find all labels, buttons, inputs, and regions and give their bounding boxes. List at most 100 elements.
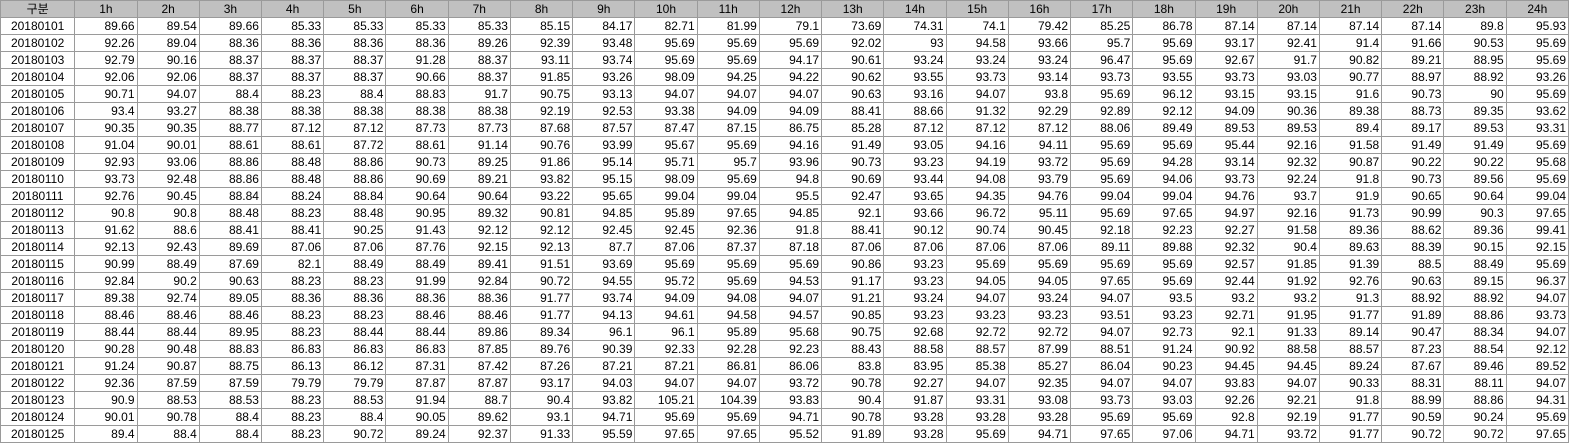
value-cell[interactable]: 88.37	[198, 51, 262, 69]
date-cell[interactable]: 20180120	[0, 340, 76, 358]
value-cell[interactable]: 91.33	[1256, 323, 1320, 341]
value-cell[interactable]: 105.21	[634, 391, 698, 409]
value-cell[interactable]: 88.31	[1381, 374, 1445, 392]
value-cell[interactable]: 94.71	[572, 408, 636, 426]
value-cell[interactable]: 99.04	[634, 187, 698, 205]
value-cell[interactable]: 88.77	[198, 119, 262, 137]
value-cell[interactable]: 94.13	[572, 306, 636, 324]
value-cell[interactable]: 92.16	[1256, 136, 1320, 154]
value-cell[interactable]: 92.36	[74, 374, 138, 392]
value-cell[interactable]: 91.99	[385, 272, 449, 290]
value-cell[interactable]: 88.75	[198, 357, 262, 375]
value-cell[interactable]: 90.61	[821, 51, 885, 69]
date-cell[interactable]: 20180114	[0, 238, 76, 256]
value-cell[interactable]: 88.99	[1381, 391, 1445, 409]
value-cell[interactable]: 92.26	[74, 34, 138, 52]
value-cell[interactable]: 88.66	[883, 102, 947, 120]
value-cell[interactable]: 94.61	[634, 306, 698, 324]
value-cell[interactable]: 95.14	[572, 153, 636, 171]
value-cell[interactable]: 88.41	[198, 221, 262, 239]
value-cell[interactable]: 90.75	[509, 85, 574, 103]
value-cell[interactable]: 95.52	[758, 425, 823, 443]
value-cell[interactable]: 90.9	[74, 391, 138, 409]
value-cell[interactable]: 97.65	[634, 425, 698, 443]
value-cell[interactable]: 90.75	[821, 323, 885, 341]
value-cell[interactable]: 90.71	[74, 85, 138, 103]
value-cell[interactable]: 92.72	[945, 323, 1009, 341]
date-cell[interactable]: 20180110	[0, 170, 76, 188]
value-cell[interactable]: 92.72	[1007, 323, 1072, 341]
value-cell[interactable]: 93.22	[509, 187, 574, 205]
column-header-hour[interactable]: 10h	[634, 0, 698, 18]
value-cell[interactable]: 93.79	[1007, 170, 1072, 188]
value-cell[interactable]: 99.04	[696, 187, 760, 205]
value-cell[interactable]: 88.57	[945, 340, 1009, 358]
date-cell[interactable]: 20180104	[0, 68, 76, 86]
value-cell[interactable]: 88.48	[260, 170, 325, 188]
value-cell[interactable]: 92.93	[74, 153, 138, 171]
value-cell[interactable]: 82.1	[260, 255, 325, 273]
value-cell[interactable]: 96.12	[1132, 85, 1196, 103]
value-cell[interactable]: 90.4	[509, 391, 574, 409]
value-cell[interactable]: 93.23	[883, 255, 947, 273]
value-cell[interactable]: 95.69	[1132, 136, 1196, 154]
value-cell[interactable]: 92.73	[1132, 323, 1196, 341]
column-header-category[interactable]: 구분	[0, 0, 76, 18]
value-cell[interactable]: 94.06	[1132, 170, 1196, 188]
value-cell[interactable]: 93.23	[1132, 306, 1196, 324]
value-cell[interactable]: 93.73	[1070, 68, 1134, 86]
value-cell[interactable]: 87.23	[1381, 340, 1445, 358]
value-cell[interactable]: 90.35	[74, 119, 138, 137]
value-cell[interactable]: 90.64	[1443, 187, 1507, 205]
value-cell[interactable]: 90.73	[821, 153, 885, 171]
value-cell[interactable]: 91.43	[385, 221, 449, 239]
value-cell[interactable]: 95.72	[634, 272, 698, 290]
value-cell[interactable]: 94.35	[945, 187, 1009, 205]
value-cell[interactable]: 88.38	[198, 102, 262, 120]
value-cell[interactable]: 86.06	[758, 357, 823, 375]
value-cell[interactable]: 92.06	[136, 68, 200, 86]
value-cell[interactable]: 87.37	[696, 238, 760, 256]
value-cell[interactable]: 89.35	[1443, 102, 1507, 120]
value-cell[interactable]: 94.19	[945, 153, 1009, 171]
value-cell[interactable]: 88.49	[323, 255, 387, 273]
value-cell[interactable]: 83.8	[821, 357, 885, 375]
value-cell[interactable]: 93.74	[572, 51, 636, 69]
value-cell[interactable]: 88.23	[260, 85, 325, 103]
value-cell[interactable]: 93.72	[1256, 425, 1320, 443]
value-cell[interactable]: 97.65	[1505, 204, 1569, 222]
value-cell[interactable]: 90.87	[136, 357, 200, 375]
value-cell[interactable]: 88.4	[136, 425, 200, 443]
column-header-hour[interactable]: 21h	[1318, 0, 1383, 18]
value-cell[interactable]: 88.58	[1256, 340, 1320, 358]
value-cell[interactable]: 90.01	[74, 408, 138, 426]
value-cell[interactable]: 87.06	[821, 238, 885, 256]
value-cell[interactable]: 88.11	[1443, 374, 1507, 392]
value-cell[interactable]: 90.53	[1443, 34, 1507, 52]
value-cell[interactable]: 92.32	[1256, 153, 1320, 171]
value-cell[interactable]: 93.66	[883, 204, 947, 222]
value-cell[interactable]: 93.74	[572, 289, 636, 307]
value-cell[interactable]: 86.81	[696, 357, 760, 375]
value-cell[interactable]: 91.77	[1318, 408, 1383, 426]
value-cell[interactable]: 85.27	[1007, 357, 1072, 375]
column-header-hour[interactable]: 18h	[1132, 0, 1196, 18]
value-cell[interactable]: 88.4	[198, 408, 262, 426]
date-cell[interactable]: 20180109	[0, 153, 76, 171]
value-cell[interactable]: 90.16	[136, 51, 200, 69]
value-cell[interactable]: 95.69	[1505, 136, 1569, 154]
value-cell[interactable]: 90.65	[1381, 187, 1445, 205]
value-cell[interactable]: 89.38	[1318, 102, 1383, 120]
value-cell[interactable]: 86.75	[758, 119, 823, 137]
column-header-hour[interactable]: 24h	[1505, 0, 1569, 18]
value-cell[interactable]: 93.2	[1256, 289, 1320, 307]
value-cell[interactable]: 90.78	[136, 408, 200, 426]
value-cell[interactable]: 95.44	[1194, 136, 1258, 154]
value-cell[interactable]: 90.74	[945, 221, 1009, 239]
value-cell[interactable]: 89.05	[198, 289, 262, 307]
value-cell[interactable]: 94.07	[1132, 374, 1196, 392]
value-cell[interactable]: 89.56	[1443, 170, 1507, 188]
value-cell[interactable]: 93.15	[1256, 85, 1320, 103]
value-cell[interactable]: 88.43	[821, 340, 885, 358]
value-cell[interactable]: 86.13	[260, 357, 325, 375]
